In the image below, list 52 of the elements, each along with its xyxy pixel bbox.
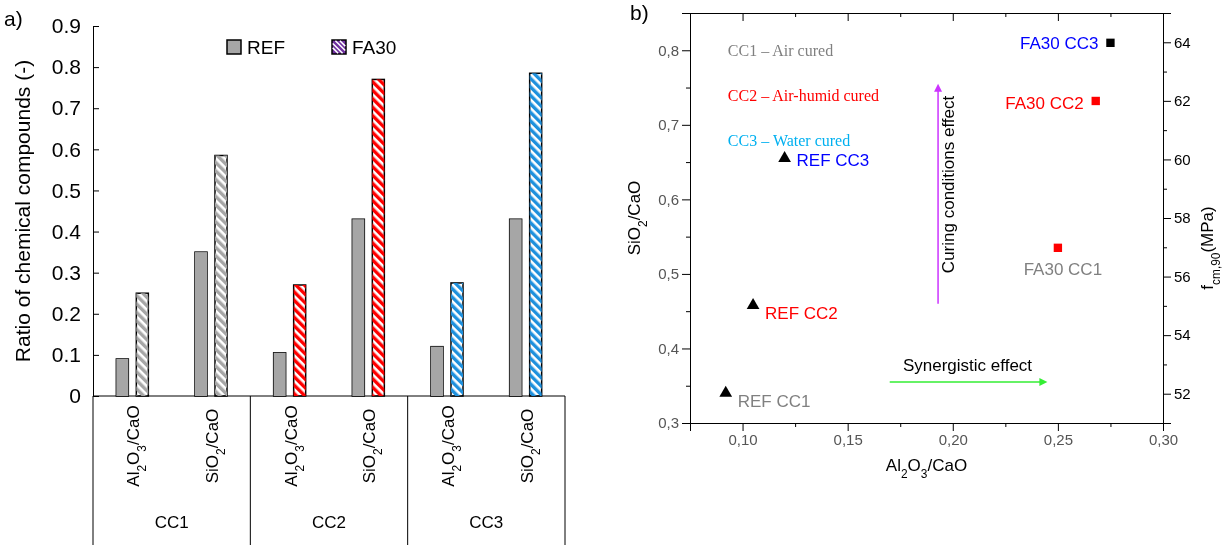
annotation: CC3 – Water cured (727, 131, 851, 149)
annotation: Synergistic effect (902, 355, 1033, 375)
y2-tick-label: 52 (1174, 385, 1191, 403)
x-tick-label: 0,25 (1043, 430, 1073, 448)
y2-tick-label: 60 (1174, 150, 1191, 168)
annotation: Curing conditions effect (938, 95, 958, 274)
annotation: FA30 CC1 (1023, 259, 1103, 279)
text: b) (630, 1, 649, 24)
x-tick-label: 0,30 (1148, 430, 1179, 448)
y-tick-label: 0 (69, 384, 81, 408)
y-tick-label: 0.3 (51, 260, 81, 284)
x-tick-label: 0,20 (938, 430, 968, 448)
y2-tick-label: 56 (1174, 267, 1191, 285)
legend-label: REF (247, 37, 285, 58)
text: CC2 (311, 513, 347, 532)
point (1091, 96, 1100, 106)
annotation: REF CC3 (796, 151, 870, 171)
annotation: FA30 CC3 (1020, 33, 1099, 53)
x-tick-label: 0,15 (833, 430, 863, 448)
point (719, 385, 733, 397)
y-tick-label: 0.7 (51, 96, 81, 120)
annotation: REF CC2 (765, 304, 838, 324)
annotation: CC2 – Air-humid cured (727, 87, 880, 104)
y-tick-label: 0,4 (658, 339, 679, 357)
point (746, 297, 760, 309)
y-tick-label: 0,8 (658, 41, 679, 59)
y-tick-label: 0.9 (51, 14, 81, 38)
y-tick-label: 0,7 (658, 116, 679, 134)
annotation: REF CC1 (737, 392, 811, 412)
y2-tick-label: 62 (1174, 92, 1191, 110)
y-tick-label: 0.8 (51, 55, 81, 79)
y2-tick-label: 58 (1174, 209, 1191, 227)
y-tick-label: 0.4 (51, 219, 82, 243)
point (1053, 243, 1063, 252)
y-tick-label: 0.2 (51, 302, 81, 325)
y-tick-label: 0.1 (51, 343, 81, 367)
y2-tick-label: 54 (1174, 326, 1191, 344)
y-tick-label: 0.5 (51, 178, 81, 202)
text: CC3 (469, 513, 504, 532)
x-tick-label: 0,10 (728, 430, 758, 448)
text: CC1 (154, 513, 189, 532)
annotation: FA30 CC2 (1005, 93, 1084, 113)
y-tick-label: 0,5 (658, 265, 679, 283)
y-tick-label: 0,6 (658, 190, 679, 208)
point (778, 151, 791, 163)
annotation: CC1 – Air cured (727, 42, 834, 60)
y-axis-title: Ratio of chemical compounds (-) (11, 59, 34, 363)
y-tick-label: 0.6 (51, 137, 81, 161)
y2-tick-label: 64 (1174, 33, 1191, 51)
y-tick-label: 0,3 (658, 414, 679, 432)
series-label: FA30 (352, 37, 397, 58)
text: a) (4, 7, 23, 30)
